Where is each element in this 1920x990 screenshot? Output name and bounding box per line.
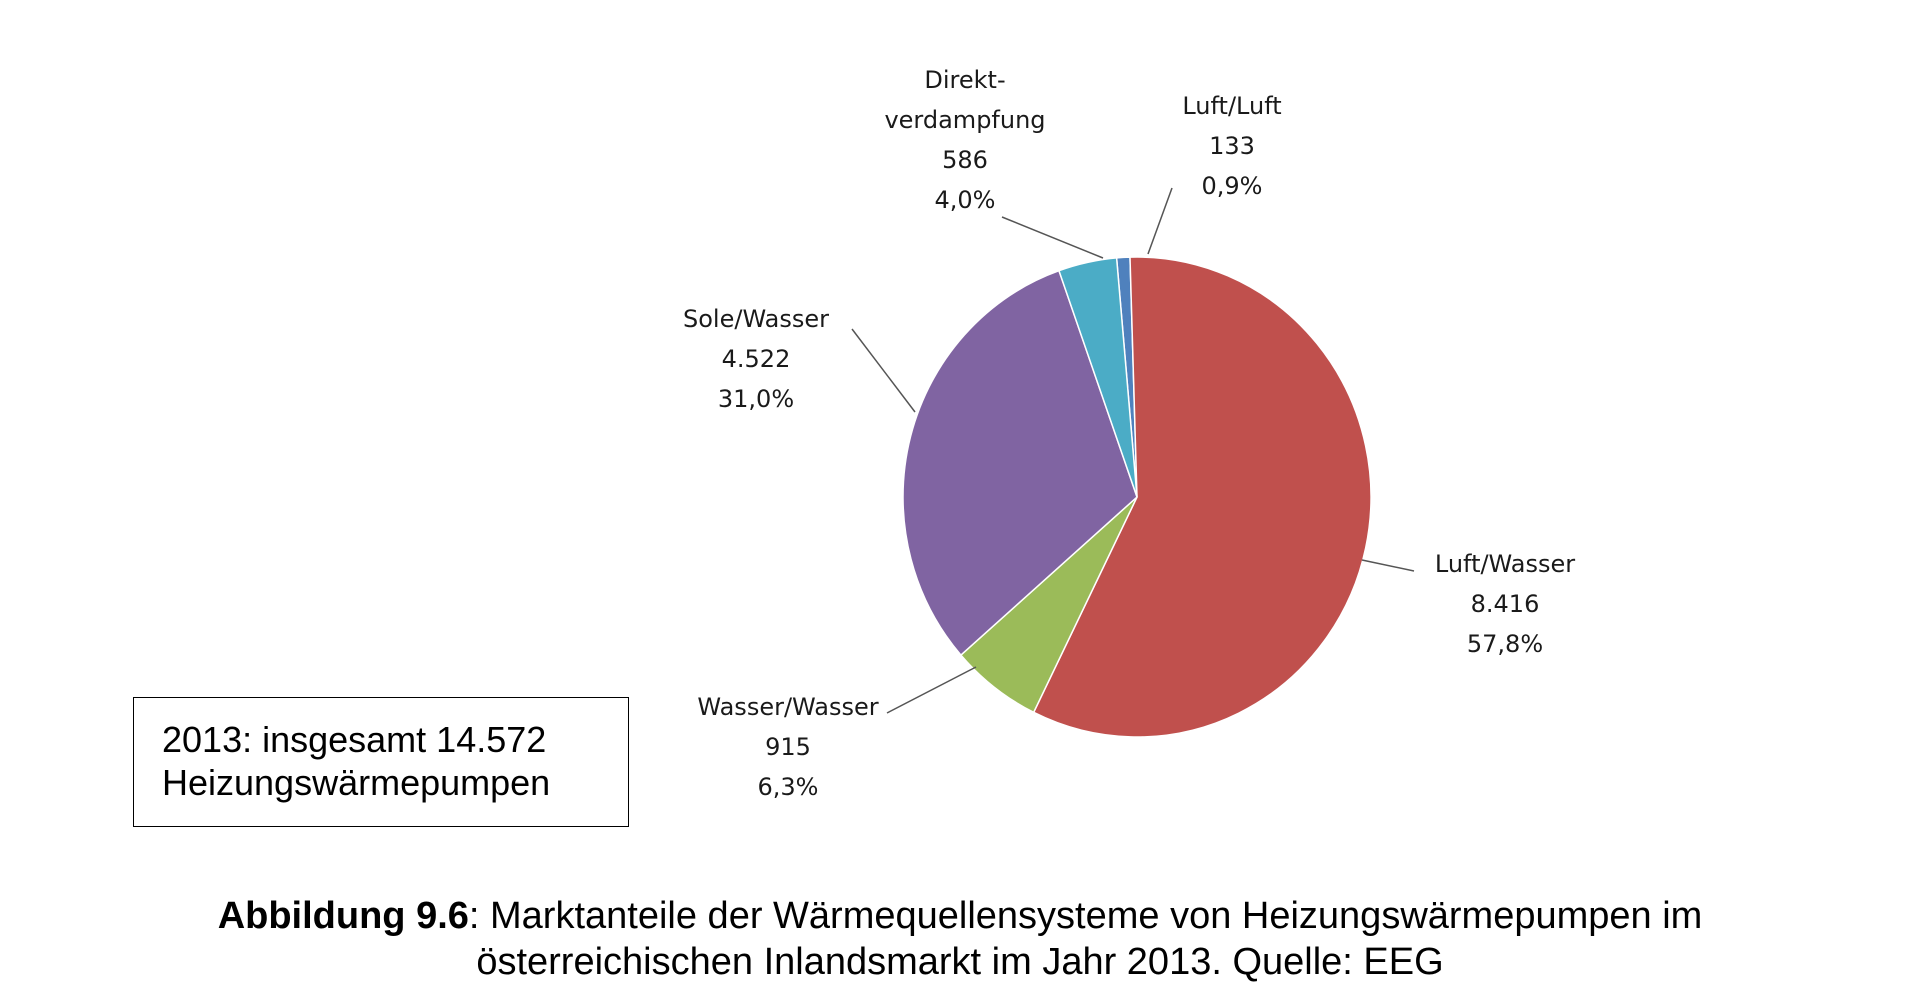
leader-line-direkt-verdampfung: [1001, 216, 1104, 259]
leader-line-luft-luft: [1147, 187, 1173, 255]
pie-slices: [902, 256, 1372, 738]
total-summary-line1: 2013: insgesamt 14.572: [162, 719, 547, 760]
leader-line-luft-wasser: [1361, 559, 1415, 572]
figure-caption: Abbildung 9.6: Marktanteile der Wärmeque…: [0, 893, 1920, 985]
leader-line-sole-wasser: [851, 328, 916, 413]
slice-labels: Luft/Luft 133 0,9% Luft/Wasser 8.416 57,8% Was…: [683, 66, 1575, 801]
leader-line-wasser-wasser: [886, 666, 977, 714]
caption-line1: Abbildung 9.6: Marktanteile der Wärmeque…: [0, 893, 1920, 939]
caption-text1: : Marktanteile der Wärmequellensysteme v…: [468, 895, 1703, 937]
slice-label-luft-wasser: Luft/Wasser 8.416 57,8%: [1435, 550, 1575, 658]
slice-label-sole-wasser: Sole/Wasser 4.522 31,0%: [683, 305, 829, 413]
slice-label-luft-luft: Luft/Luft 133 0,9%: [1182, 92, 1281, 200]
caption-line2: österreichischen Inlandsmarkt im Jahr 20…: [476, 941, 1444, 983]
pie-slice-sole-wasser: [902, 269, 1138, 657]
caption-label: Abbildung 9.6: [217, 895, 469, 937]
pie-slice-luft-wasser: [1032, 256, 1372, 738]
total-summary-box: 2013: insgesamt 14.572 Heizungswärmepump…: [133, 697, 629, 827]
leader-lines: [851, 187, 1415, 714]
total-summary-line2: Heizungswärmepumpen: [162, 762, 551, 803]
slice-label-wasser-wasser: Wasser/Wasser 915 6,3%: [697, 693, 878, 801]
slice-label-direkt-verdampfung: Direkt-verdampfung 586 4,0%: [884, 66, 1045, 214]
pie-slice-direkt-verdampfung: [1058, 257, 1138, 498]
